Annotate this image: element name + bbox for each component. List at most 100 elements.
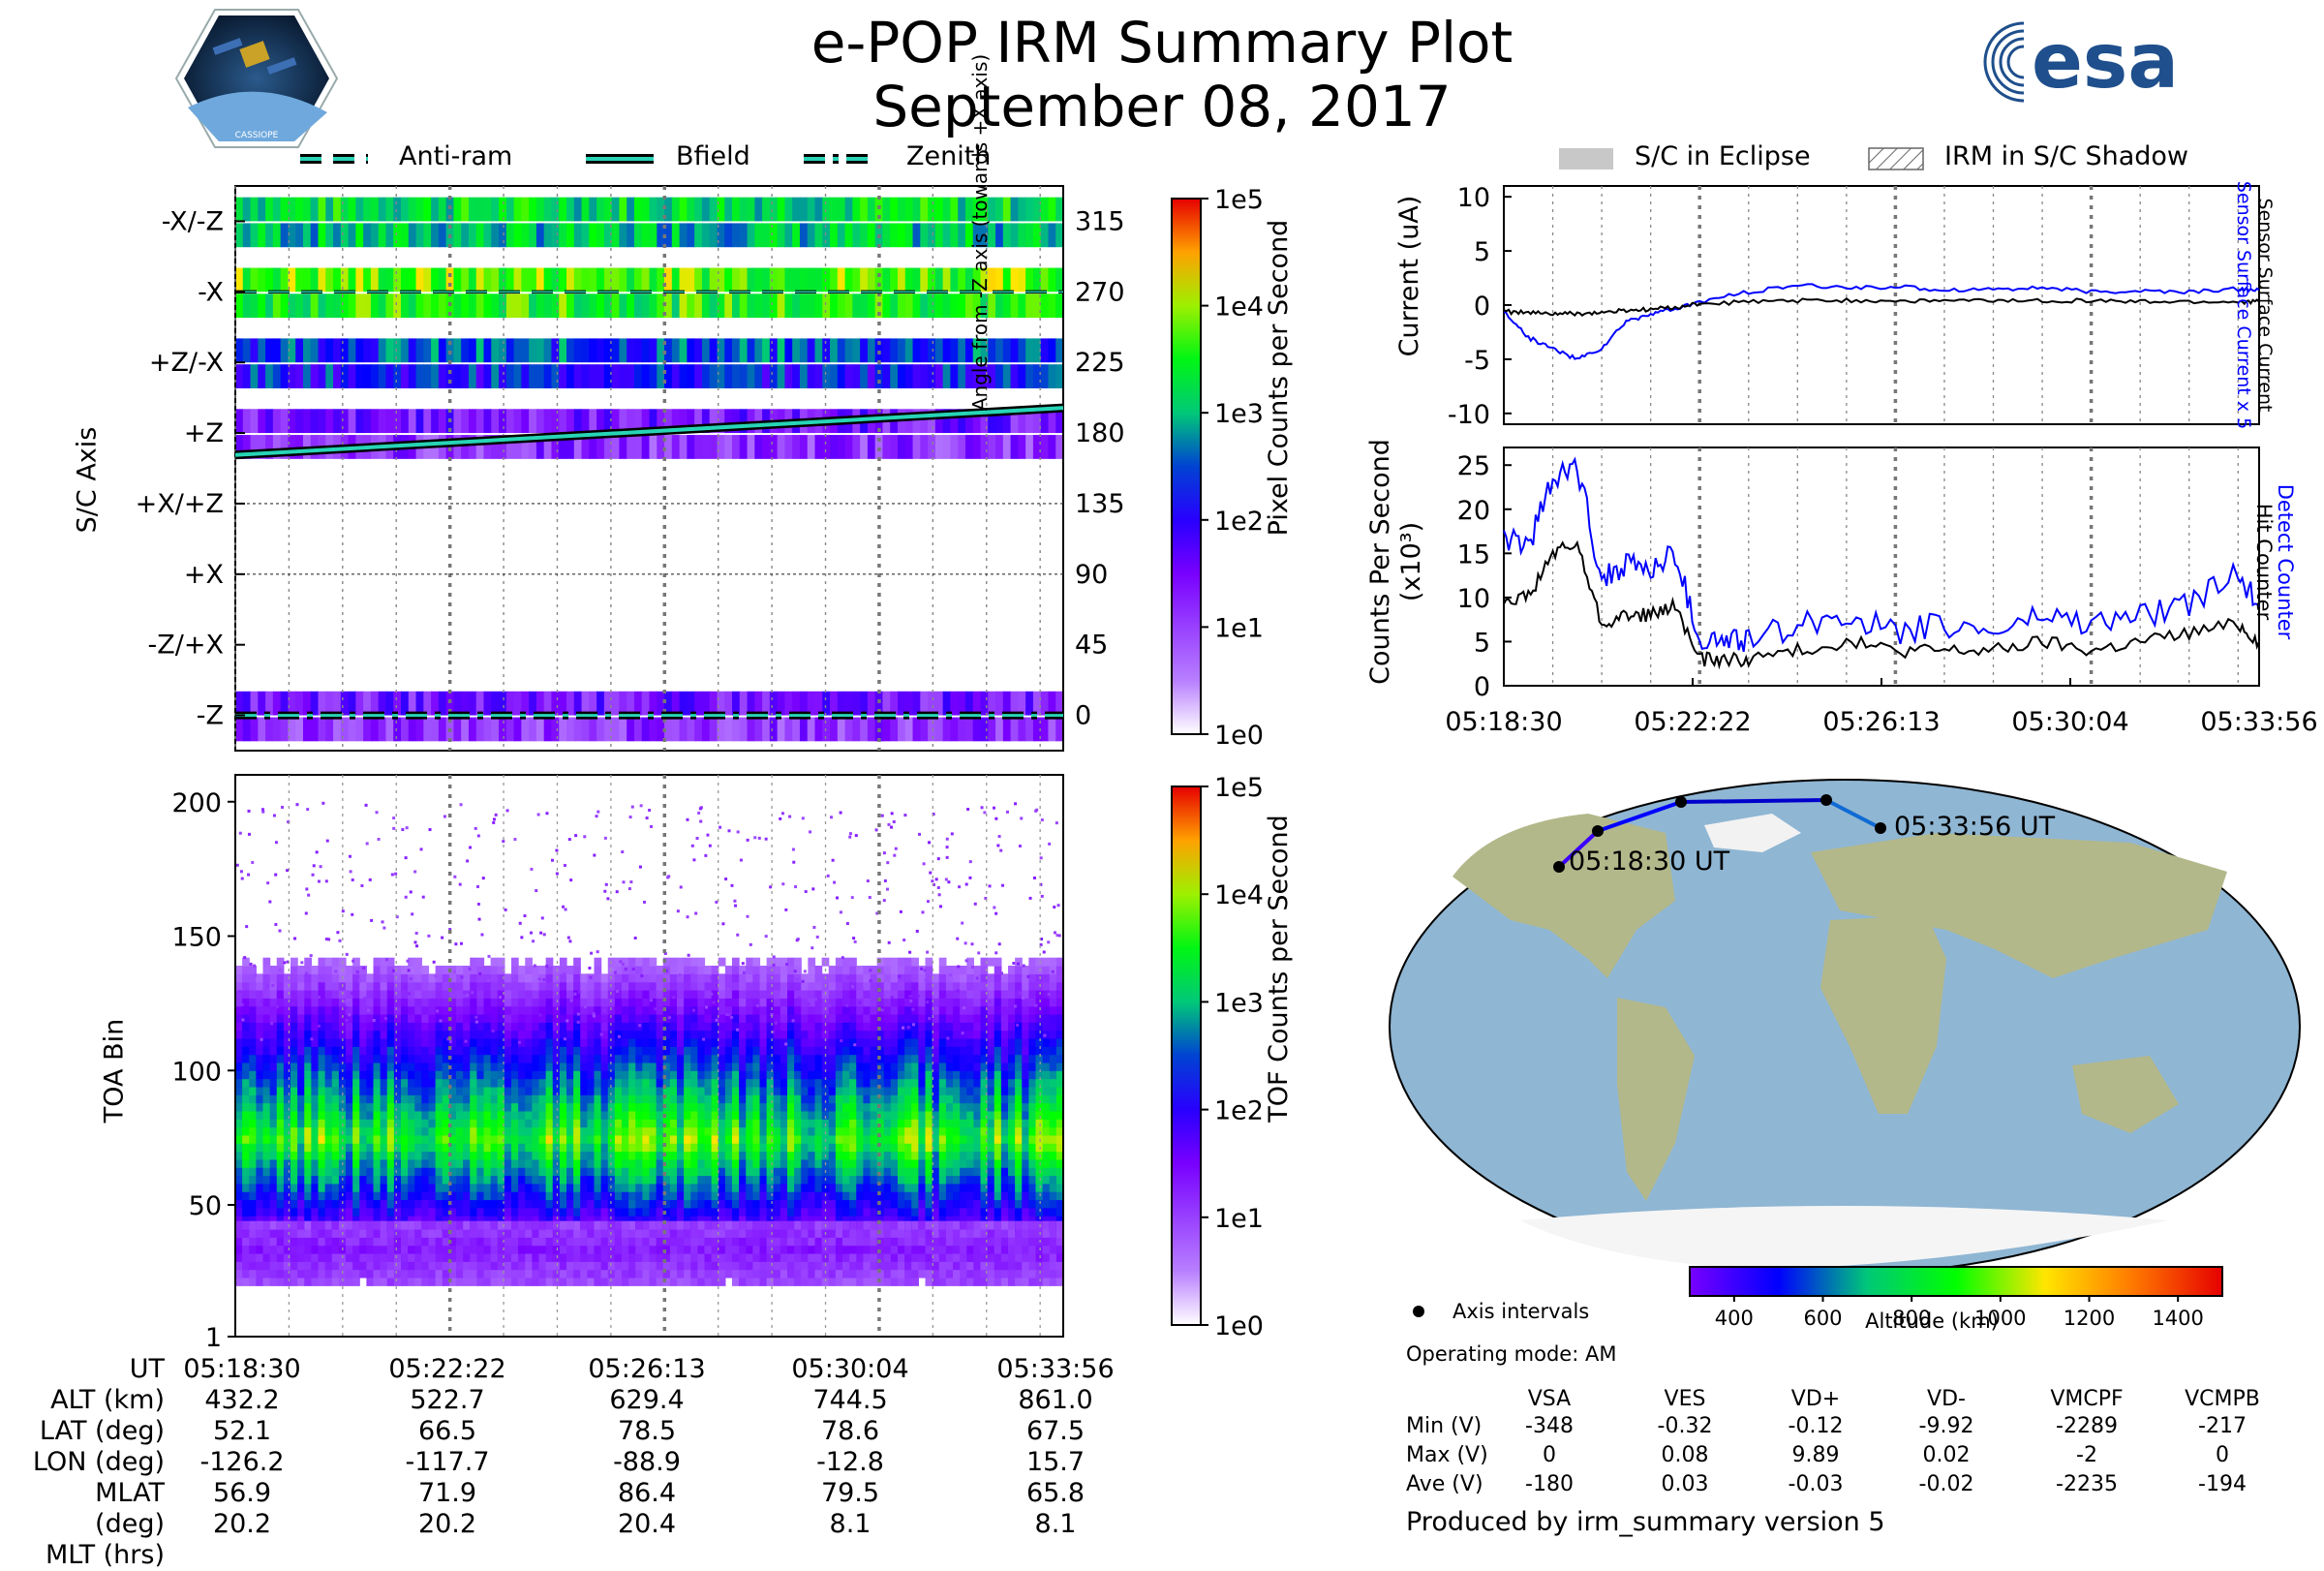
map-start-label: 05:18:30 UT — [1569, 847, 1729, 877]
pixel-y2tick-label: 0 — [1075, 701, 1091, 731]
pixel-ytick-label: -X/-Z — [162, 206, 224, 236]
row-label-mlt: MLT (hrs) — [19, 1540, 165, 1571]
current-ytick-label: -10 — [1448, 400, 1490, 430]
altitude-colorbar — [1690, 1267, 2222, 1296]
axis-interval-dot — [1592, 825, 1604, 837]
tof-colorbar-tick-label: 1e3 — [1214, 988, 1264, 1018]
current-ytick-label: 5 — [1474, 237, 1490, 267]
tof-colorbar-tick-label: 1e0 — [1214, 1311, 1264, 1341]
pixel-ytick-label: -X — [198, 277, 224, 307]
axis-interval-dot — [1875, 822, 1886, 834]
pixel-ytick-label: +X/+Z — [136, 489, 224, 519]
pixel-y2tick-label: 45 — [1075, 631, 1108, 661]
world-map — [1390, 780, 2300, 1274]
footer-version: Produced by irm_summary version 5 — [1406, 1507, 1885, 1537]
row-label-mlat: MLAT (deg) — [19, 1478, 165, 1540]
pixel-ytick-label: +Z/-X — [149, 348, 224, 378]
operating-mode: Operating mode: AM — [1406, 1342, 1616, 1366]
tof-colorbar-tick-label: 1e2 — [1214, 1096, 1264, 1126]
pixel-ytick-label: +Z — [184, 418, 224, 448]
axis-interval-dot — [1820, 794, 1832, 806]
counts-xtick-label: 05:33:56 — [2200, 707, 2317, 737]
pixel-y2tick-label: 270 — [1075, 277, 1125, 307]
pixel-ylabel: S/C Axis — [73, 384, 103, 577]
counts-xtick-label: 05:22:22 — [1634, 707, 1751, 737]
counts-ytick-label: 20 — [1457, 496, 1490, 526]
current-frame — [1504, 186, 2259, 424]
tof-colorbar-tick-label: 1e1 — [1214, 1204, 1264, 1234]
vt-header-vdm: VD- — [1888, 1387, 2004, 1411]
current-ytick-label: 10 — [1457, 183, 1490, 213]
tof-colorbar-tick-label: 1e5 — [1214, 773, 1264, 803]
vt-header-vdp: VD+ — [1758, 1387, 1874, 1411]
row-label-lat: LAT (deg) — [19, 1416, 165, 1447]
counts-ytick-label: 10 — [1457, 584, 1490, 614]
tof-heatmap — [235, 802, 1064, 1286]
counts-xtick-label: 05:26:13 — [1822, 707, 1940, 737]
tof-ytick-label: 50 — [189, 1191, 222, 1221]
counts-ylabel: Counts Per Second (x10³) — [1365, 431, 1427, 693]
pixel-ytick-label: +X — [184, 560, 224, 590]
pixel-y2label: Angle from -Z axis (towards +X axis) — [968, 0, 992, 475]
vt-header-vsa: VSA — [1491, 1387, 1607, 1411]
vt-header-ves: VES — [1627, 1387, 1743, 1411]
vt-row-max-label: Max (V) — [1406, 1443, 1488, 1467]
tof-ytick-label: 200 — [171, 788, 222, 818]
pixel-y2tick-label: 225 — [1075, 348, 1125, 378]
pixel-colorbar-tick-label: 1e0 — [1214, 721, 1264, 751]
current-y2label-black: Sensor Surface Current — [2254, 179, 2276, 431]
axis-intervals-label: Axis intervals — [1452, 1300, 1589, 1323]
pixel-y2tick-label: 135 — [1075, 489, 1125, 519]
counts-ytick-label: 15 — [1457, 539, 1490, 570]
altitude-label: Altitude (km) — [1690, 1309, 2174, 1333]
current-ytick-label: 0 — [1474, 292, 1490, 322]
tof-ylabel: TOA Bin — [100, 955, 130, 1187]
pixel-ytick-label: -Z/+X — [148, 631, 224, 661]
vt-row-ave-label: Ave (V) — [1406, 1472, 1483, 1496]
pixel-ytick-label: -Z — [197, 701, 224, 731]
pixel-heatmap — [235, 198, 1064, 742]
current-y2label-blue: Sensor Surface Current x 5 — [2233, 179, 2254, 431]
pixel-y2tick-label: 90 — [1075, 560, 1108, 590]
current-series-blue — [1504, 284, 2259, 358]
row-label-ut: UT — [19, 1354, 165, 1385]
tof-colorbar-label: TOF Counts per Second — [1264, 726, 1294, 1211]
pixel-colorbar-tick-label: 1e1 — [1214, 613, 1264, 643]
axis-interval-dot — [1553, 861, 1565, 873]
pixel-y2tick-label: 180 — [1075, 418, 1125, 448]
row-label-alt: ALT (km) — [19, 1385, 165, 1416]
pixel-colorbar-tick-label: 1e4 — [1214, 293, 1264, 323]
axis-interval-dot — [1675, 796, 1687, 808]
current-series-black — [1504, 298, 2259, 315]
ephemeris-table: UT ALT (km) LAT (deg) LON (deg) MLAT (de… — [0, 1346, 1162, 1550]
pixel-colorbar — [1172, 199, 1201, 734]
pixel-colorbar-tick-label: 1e2 — [1214, 507, 1264, 537]
antarctica — [1520, 1206, 2169, 1269]
counts-y2label-black: Hit Counter — [2252, 475, 2276, 649]
tof-colorbar-tick-label: 1e4 — [1214, 880, 1264, 910]
pixel-colorbar-tick-label: 1e5 — [1214, 185, 1264, 215]
counts-series-blue — [1504, 459, 2259, 652]
counts-y2label-blue: Detect Counter — [2274, 475, 2297, 649]
map-end-label: 05:33:56 UT — [1894, 812, 2055, 842]
current-ylabel: Current (uA) — [1394, 160, 1424, 392]
tof-ytick-label: 100 — [171, 1057, 222, 1087]
tof-colorbar — [1172, 786, 1201, 1325]
vt-header-vcmpb: VCMPB — [2164, 1387, 2280, 1411]
tof-ytick-label: 150 — [171, 923, 222, 953]
vt-header-vmcpf: VMCPF — [2029, 1387, 2145, 1411]
axis-intervals-dot — [1413, 1306, 1424, 1317]
counts-xtick-label: 05:18:30 — [1445, 707, 1562, 737]
ephemeris-row-labels: UT ALT (km) LAT (deg) LON (deg) MLAT (de… — [19, 1354, 165, 1571]
row-label-lon: LON (deg) — [19, 1447, 165, 1478]
pixel-colorbar-tick-label: 1e3 — [1214, 399, 1264, 429]
counts-ytick-label: 5 — [1474, 628, 1490, 658]
counts-xtick-label: 05:30:04 — [2011, 707, 2128, 737]
voltage-table: VSA VES VD+ VD- VMCPF VCMPB Min (V) -348… — [1394, 1387, 2266, 1503]
orbit-track-segment — [1681, 800, 1826, 802]
